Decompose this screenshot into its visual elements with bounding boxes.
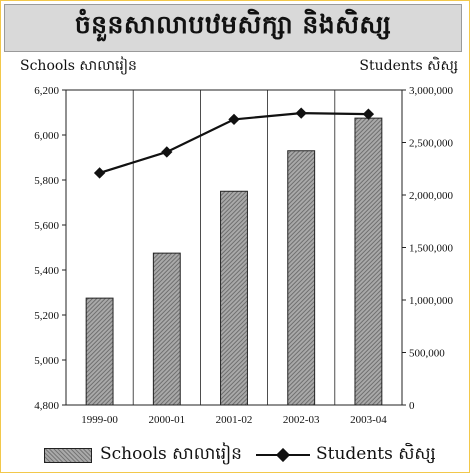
point-students: [161, 146, 173, 158]
left-axis-tick-label: 5,000: [34, 355, 59, 367]
chart-title: ចំនួនសាលាបឋមសិក្សា និងសិស្ស: [74, 10, 392, 39]
bar-schools: [287, 150, 316, 406]
left-axis-tick-label: 5,200: [34, 310, 59, 322]
left-axis-tick-label: 6,200: [34, 85, 59, 97]
left-axis-tick-label: 4,800: [34, 400, 59, 412]
x-axis-tick-label: 2001-02: [216, 414, 253, 426]
left-axis-tick-label: 5,400: [34, 265, 59, 277]
point-students: [295, 107, 307, 119]
right-axis-title: Students សិស្ស: [359, 58, 458, 74]
right-axis-tick-label: 1,500,000: [409, 243, 454, 255]
left-axis-tick-label: 5,800: [34, 175, 59, 187]
legend-line-swatch: [255, 448, 310, 462]
legend-bar-swatch: [44, 447, 92, 463]
legend: Schools សាលារៀន Students សិស្ស: [44, 442, 464, 468]
point-students: [93, 167, 106, 179]
x-axis-tick-label: 1999-00: [81, 414, 118, 426]
x-axis-tick-label: 2002-03: [283, 414, 320, 426]
legend-label-students: Students សិស្ស: [315, 443, 436, 464]
bar-schools: [152, 252, 181, 406]
right-axis-tick-label: 500,000: [409, 348, 445, 360]
x-axis-tick-label: 2003-04: [350, 414, 387, 426]
title-banner: ចំនួនសាលាបឋមសិក្សា និងសិស្ស: [4, 4, 462, 52]
x-axis-tick-label: 2000-01: [148, 414, 185, 426]
right-axis-tick-label: 0: [409, 400, 415, 412]
right-axis-tick-label: 1,000,000: [409, 295, 454, 307]
bar-schools: [354, 117, 383, 406]
bar-schools: [85, 297, 114, 406]
point-students: [228, 113, 240, 126]
left-axis-tick-label: 5,600: [34, 220, 59, 232]
right-axis-tick-label: 3,000,000: [409, 85, 454, 97]
left-axis-tick-label: 6,000: [34, 130, 59, 142]
bar-schools: [220, 190, 248, 406]
right-axis-tick-label: 2,500,000: [409, 138, 454, 150]
right-axis-tick-label: 2,000,000: [409, 190, 454, 202]
legend-label-schools: Schools សាលារៀន: [100, 443, 242, 464]
left-axis-title: Schools សាលារៀន: [20, 58, 137, 74]
